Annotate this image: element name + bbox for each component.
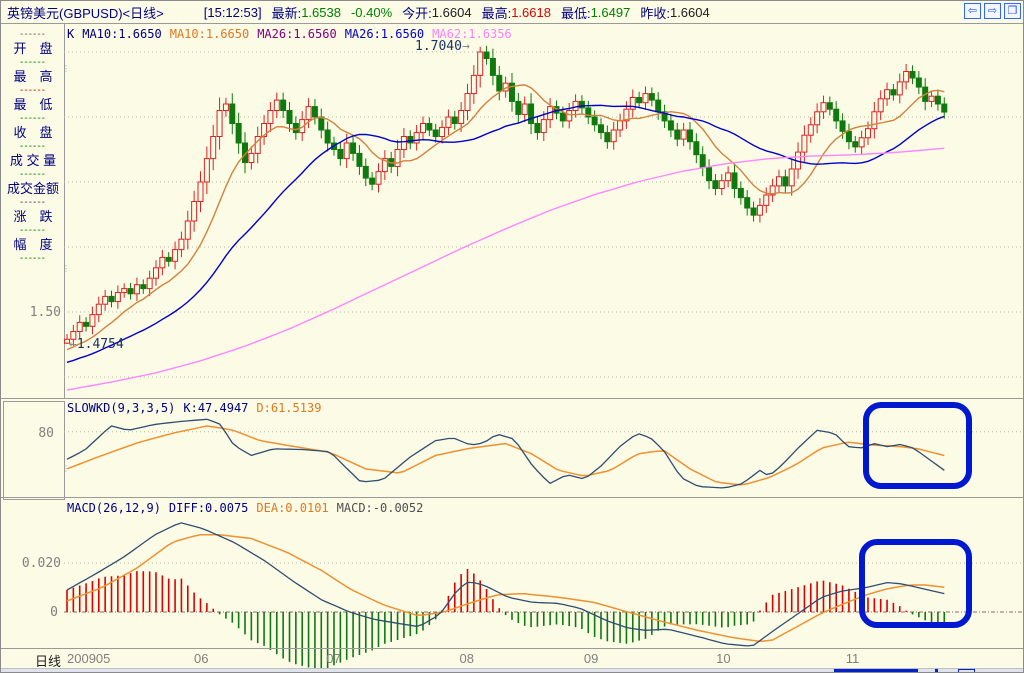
sidebar-field-label: 最 高	[13, 69, 53, 84]
slowkd-legend: SLOWKD(9,3,3,5) K:47.4947 D:61.5139	[67, 401, 329, 415]
date-tick: 200905	[67, 651, 111, 666]
prevclose-value: 1.6604	[669, 4, 710, 20]
sidebar-field-value-dash: ------	[20, 141, 46, 152]
slowkd-chart[interactable]	[64, 398, 1022, 498]
scrollbar-button[interactable]	[958, 669, 975, 672]
legend-item: K:47.4947	[183, 401, 249, 415]
sidebar-top-dash: ------	[20, 29, 46, 40]
last-label: 最新:	[271, 5, 302, 21]
legend-item: MA26:1.6560	[257, 27, 337, 41]
macd-zero-label: 0	[50, 605, 58, 620]
date-tick: 08	[459, 651, 474, 666]
sidebar-field-label: 开 盘	[13, 41, 53, 56]
sidebar-field-value-dash: ------	[20, 169, 46, 180]
low-annotation: ←1.4754	[69, 337, 124, 352]
legend-item: MA10:1.6650	[82, 27, 162, 41]
sidebar-field-label: 成 交 量	[9, 153, 57, 168]
high-label: 最高:	[481, 5, 512, 21]
high-value: 1.6618	[511, 4, 551, 20]
candlestick-chart[interactable]	[64, 23, 1022, 398]
windows-button[interactable]: ❐	[1004, 3, 1021, 19]
open-label: 今开:	[402, 5, 432, 21]
scrollbar-tick	[935, 669, 938, 672]
forward-button[interactable]: ⇨	[984, 3, 1001, 19]
period-label: 日线	[35, 654, 62, 669]
legend-item: DIFF:0.0075	[168, 501, 249, 515]
legend-item: MA10:1.6650	[169, 27, 250, 41]
sidebar-field-value-dash: ------	[20, 225, 46, 236]
sidebar-field-label: 最 低	[13, 97, 53, 112]
open-value: 1.6604	[431, 4, 472, 20]
back-button[interactable]: ⇦	[964, 3, 981, 19]
legend-item: MA62:1.6356	[432, 27, 512, 41]
legend-item: DEA:0.0101	[256, 501, 329, 515]
low-value: 1.6497	[590, 4, 631, 20]
sidebar-field-label: 幅 度	[13, 237, 53, 252]
quote-time: [15:12:53]	[203, 4, 262, 20]
slowkd-axis-box: 80	[3, 401, 65, 500]
macd-legend: MACD(26,12,9) DIFF:0.0075 DEA:0.0101 MACD:-…	[67, 501, 431, 515]
date-tick: 06	[194, 651, 209, 666]
legend-item: MA26:1.6560	[344, 27, 425, 41]
legend-item: MACD:-0.0052	[336, 501, 424, 515]
high-annotation: 1.7040→	[415, 39, 470, 54]
sidebar-field-label: 收 盘	[13, 125, 53, 140]
last-value: 1.6538	[301, 4, 341, 20]
right-arrow-icon: →	[461, 39, 470, 54]
legend-item: SLOWKD(9,3,3,5)	[67, 401, 176, 415]
sidebar-field-value-dash: ------	[20, 253, 46, 264]
slowkd-grid-label: 80	[38, 426, 54, 441]
legend-item: MACD(26,12,9)	[67, 501, 161, 515]
legend-item: D:61.5139	[256, 401, 322, 415]
sidebar-field-label: 成交金额	[6, 181, 59, 196]
date-tick: 11	[845, 651, 860, 666]
main-chart-panel	[64, 23, 1022, 398]
slowkd-highlight-box	[863, 402, 972, 489]
date-tick: 10	[716, 651, 731, 666]
macd-highlight-box	[859, 539, 972, 628]
quote-sidebar: ------ 开 盘 ------ 最 高 ------ 最 低 ------ 收 盘 ---…	[2, 24, 65, 265]
sidebar-field-value-dash: ------	[20, 197, 46, 208]
date-tick: 09	[583, 651, 599, 666]
sidebar-field-value-dash: ------	[20, 113, 46, 124]
macd-grid-label: 0.020	[21, 556, 61, 571]
main-chart-legend: K MA10:1.6650 MA10:1.6650 MA26:1.6560 MA26:1…	[67, 27, 520, 41]
sidebar-field-value-dash: ------	[20, 85, 46, 96]
sidebar-field-value-dash: ------	[20, 57, 46, 68]
change-pct: -0.40%	[350, 4, 393, 20]
bottom-scrollbar[interactable]	[1, 668, 1023, 672]
date-tick: 07	[326, 651, 341, 666]
symbol-title: 英镑美元(GBPUSD)<日线>	[7, 5, 164, 21]
date-axis: 日线 200905 06 07 08 09 10 11	[1, 648, 1023, 669]
price-grid-label: 1.50	[29, 305, 61, 320]
quote-titlebar: 英镑美元(GBPUSD)<日线> [15:12:53] 最新: 1.6538 -0…	[1, 1, 1023, 24]
prevclose-label: 昨收:	[640, 5, 670, 21]
sidebar-field-label: 涨 跌	[13, 209, 53, 224]
left-arrow-icon: ←	[69, 337, 77, 352]
scrollbar-thumb[interactable]	[834, 669, 918, 672]
low-label: 最低:	[560, 5, 591, 21]
legend-item: K	[67, 27, 75, 41]
